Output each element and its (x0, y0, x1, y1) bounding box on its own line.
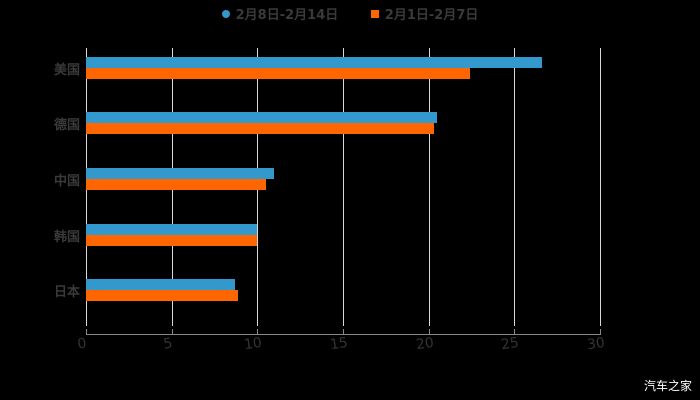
x-tick (343, 329, 344, 335)
bar[interactable] (86, 234, 258, 246)
x-tick (600, 329, 601, 335)
category-label: 日本 (53, 285, 80, 301)
bar[interactable] (86, 112, 438, 124)
gridline (514, 48, 516, 326)
x-tick-label: 25 (500, 334, 521, 354)
gridline (428, 48, 430, 326)
bar[interactable] (86, 168, 275, 179)
x-tick (171, 329, 173, 335)
legend: 2月8日-2月14日 2月1日-2月7日 (0, 4, 700, 23)
bar[interactable] (86, 123, 434, 135)
legend-label: 2月8日-2月14日 (235, 8, 339, 23)
bar[interactable] (86, 223, 258, 235)
bar[interactable] (86, 67, 470, 79)
bar[interactable] (86, 290, 239, 302)
x-tick (514, 329, 516, 335)
x-tick-label: 5 (162, 335, 174, 353)
x-tick (86, 329, 87, 335)
category-label: 中国 (53, 174, 80, 189)
gridline (600, 48, 601, 326)
category-label: 美国 (53, 62, 80, 78)
gridline (343, 48, 344, 326)
x-tick (257, 329, 259, 335)
x-tick-label: 10 (243, 334, 264, 354)
category-label: 德国 (53, 118, 80, 134)
x-tick-label: 30 (586, 334, 606, 354)
bar[interactable] (86, 56, 542, 68)
legend-circle-icon (221, 9, 230, 18)
x-tick-label: 0 (76, 335, 88, 353)
legend-item-series-2[interactable]: 2月1日-2月7日 (370, 4, 479, 23)
legend-label: 2月1日-2月7日 (384, 8, 479, 23)
watermark: 汽车之家 (643, 379, 692, 393)
category-label: 韩国 (53, 229, 80, 245)
plot-area (86, 48, 601, 326)
bar[interactable] (86, 279, 236, 291)
x-tick-label: 20 (414, 334, 435, 354)
bar[interactable] (86, 179, 266, 190)
legend-square-icon (370, 9, 379, 18)
x-tick-label: 15 (329, 334, 349, 354)
x-tick (428, 329, 430, 335)
legend-item-series-1[interactable]: 2月8日-2月14日 (221, 4, 339, 23)
